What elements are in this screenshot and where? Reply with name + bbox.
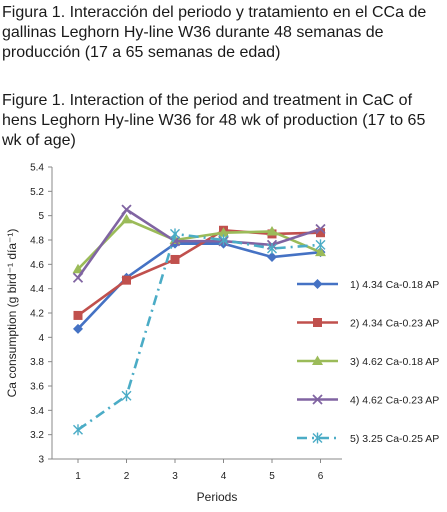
y-tick-label: 4.2 xyxy=(30,309,44,320)
x-tick-label: 1 xyxy=(75,471,81,482)
data-point xyxy=(169,236,181,247)
x-tick-label: 3 xyxy=(172,471,178,482)
data-point xyxy=(315,239,326,251)
legend-marker xyxy=(313,318,322,327)
chart-legend: 1) 4.34 Ca-0.18 AP 2) 4.34 Ca-0.23 AP 3) 4… xyxy=(297,279,439,445)
legend-label: 5) 3.25 Ca-0.25 AP xyxy=(350,433,439,445)
marker-stroke xyxy=(72,272,84,283)
marker-stroke xyxy=(169,236,181,247)
legend-item-2: 2) 4.34 Ca-0.23 AP xyxy=(297,318,439,330)
series-line xyxy=(77,232,321,431)
chart-axes: 3 3.2 3.4 3.6 3.8 4 4.2 4.4 4.6 4.8 5 5.2 5.4 1 2 3 4 5 6 xyxy=(30,163,342,482)
y-axis-label: Ca consumption (g bird⁻¹ día⁻¹) xyxy=(5,229,19,398)
data-point xyxy=(170,228,180,240)
x-axis-label: Periods xyxy=(197,490,238,504)
caption-spanish: Figura 1. Interacción del periodo y trat… xyxy=(2,4,427,61)
data-point xyxy=(121,204,132,215)
y-tick-label: 4.8 xyxy=(30,236,44,247)
data-point xyxy=(315,223,326,235)
caption-english: Figure 1. Interaction of the period and … xyxy=(2,92,426,149)
marker-stroke xyxy=(312,394,323,405)
legend-label: 2) 4.34 Ca-0.23 AP xyxy=(350,318,439,330)
data-point xyxy=(73,310,83,320)
legend-marker xyxy=(312,279,323,289)
series-4 xyxy=(72,204,326,283)
data-point xyxy=(170,254,180,264)
series-line xyxy=(77,242,321,330)
data-point xyxy=(218,227,229,237)
data-point xyxy=(72,272,84,283)
series-5 xyxy=(73,228,326,436)
data-point xyxy=(73,323,83,334)
legend-item-5: 5) 3.25 Ca-0.25 AP xyxy=(297,432,439,445)
legend-label: 3) 4.62 Ca-0.18 AP xyxy=(350,356,439,368)
data-point xyxy=(121,390,132,402)
series-line xyxy=(77,218,322,271)
legend-item-4: 4) 4.62 Ca-0.23 AP xyxy=(297,394,439,407)
data-point xyxy=(315,246,326,257)
data-point xyxy=(267,252,277,263)
y-tick-label: 5.2 xyxy=(30,187,44,198)
legend-label: 1) 4.34 Ca-0.18 AP xyxy=(350,279,439,291)
marker-stroke xyxy=(121,204,132,215)
legend-marker xyxy=(312,432,323,444)
y-tick-label: 3.4 xyxy=(30,406,44,417)
data-point xyxy=(72,263,84,274)
line-chart: 33.23.43.63.844.24.44.64.855.25.41 2 3 4 5 6 … xyxy=(5,163,439,505)
y-tick-label: 3.2 xyxy=(30,430,44,441)
x-tick-label: 5 xyxy=(269,471,275,482)
y-tick-label: 3 xyxy=(38,455,44,466)
y-tick-label: 4.6 xyxy=(30,260,44,271)
legend-item-1: 1) 4.34 Ca-0.18 AP xyxy=(297,279,439,291)
x-tick-label: 6 xyxy=(318,471,324,482)
series-line xyxy=(76,208,321,279)
x-tick-label: 4 xyxy=(221,471,227,482)
series-1 xyxy=(73,238,326,334)
y-tick-label: 3.6 xyxy=(30,382,44,393)
x-tick-label: 2 xyxy=(124,471,130,482)
data-point xyxy=(218,234,229,246)
legend-marker xyxy=(312,355,323,365)
legend-item-3: 3) 4.62 Ca-0.18 AP xyxy=(297,355,439,368)
y-tick-label: 5 xyxy=(38,211,44,222)
data-point xyxy=(73,424,83,436)
legend-label: 4) 4.62 Ca-0.23 AP xyxy=(350,395,439,407)
legend-marker xyxy=(312,394,323,405)
data-point xyxy=(267,243,277,255)
data-point xyxy=(266,225,278,236)
chart-series xyxy=(72,204,326,436)
data-point xyxy=(122,275,131,285)
data-point xyxy=(316,228,325,238)
y-tick-label: 3.8 xyxy=(30,357,44,368)
y-tick-label: 4 xyxy=(38,333,44,344)
y-tick-label: 4.4 xyxy=(30,284,44,295)
y-tick-label: 5.4 xyxy=(30,163,44,174)
marker-stroke xyxy=(315,223,326,235)
data-point xyxy=(121,213,132,224)
